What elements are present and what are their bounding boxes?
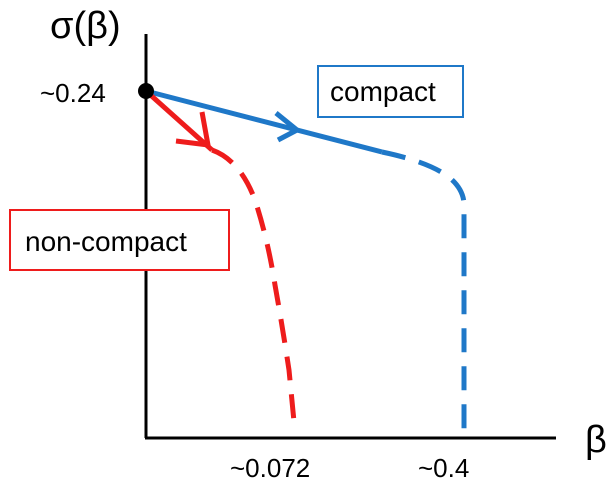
- compact-curve-solid: [145, 88, 383, 155]
- compact-legend-box: compact: [317, 65, 464, 118]
- compact-label: compact: [330, 76, 436, 107]
- start-value-label: ~0.24: [40, 78, 106, 108]
- non-compact-arrow-icon: [175, 111, 212, 148]
- compact-curve-dashed: [381, 149, 467, 432]
- blue-end-value-label: ~0.4: [418, 453, 469, 483]
- red-end-value-label: ~0.072: [230, 453, 310, 483]
- y-axis-label: σ(β): [50, 5, 121, 47]
- compact-arrow-icon: [274, 111, 302, 143]
- non-compact-curve-solid: [144, 89, 214, 152]
- non-compact-legend-box: non-compact: [9, 209, 230, 271]
- start-point-dot: [138, 83, 154, 99]
- non-compact-curve-dashed: [211, 147, 298, 433]
- x-axis-label: β: [585, 419, 607, 461]
- non-compact-label: non-compact: [25, 226, 187, 257]
